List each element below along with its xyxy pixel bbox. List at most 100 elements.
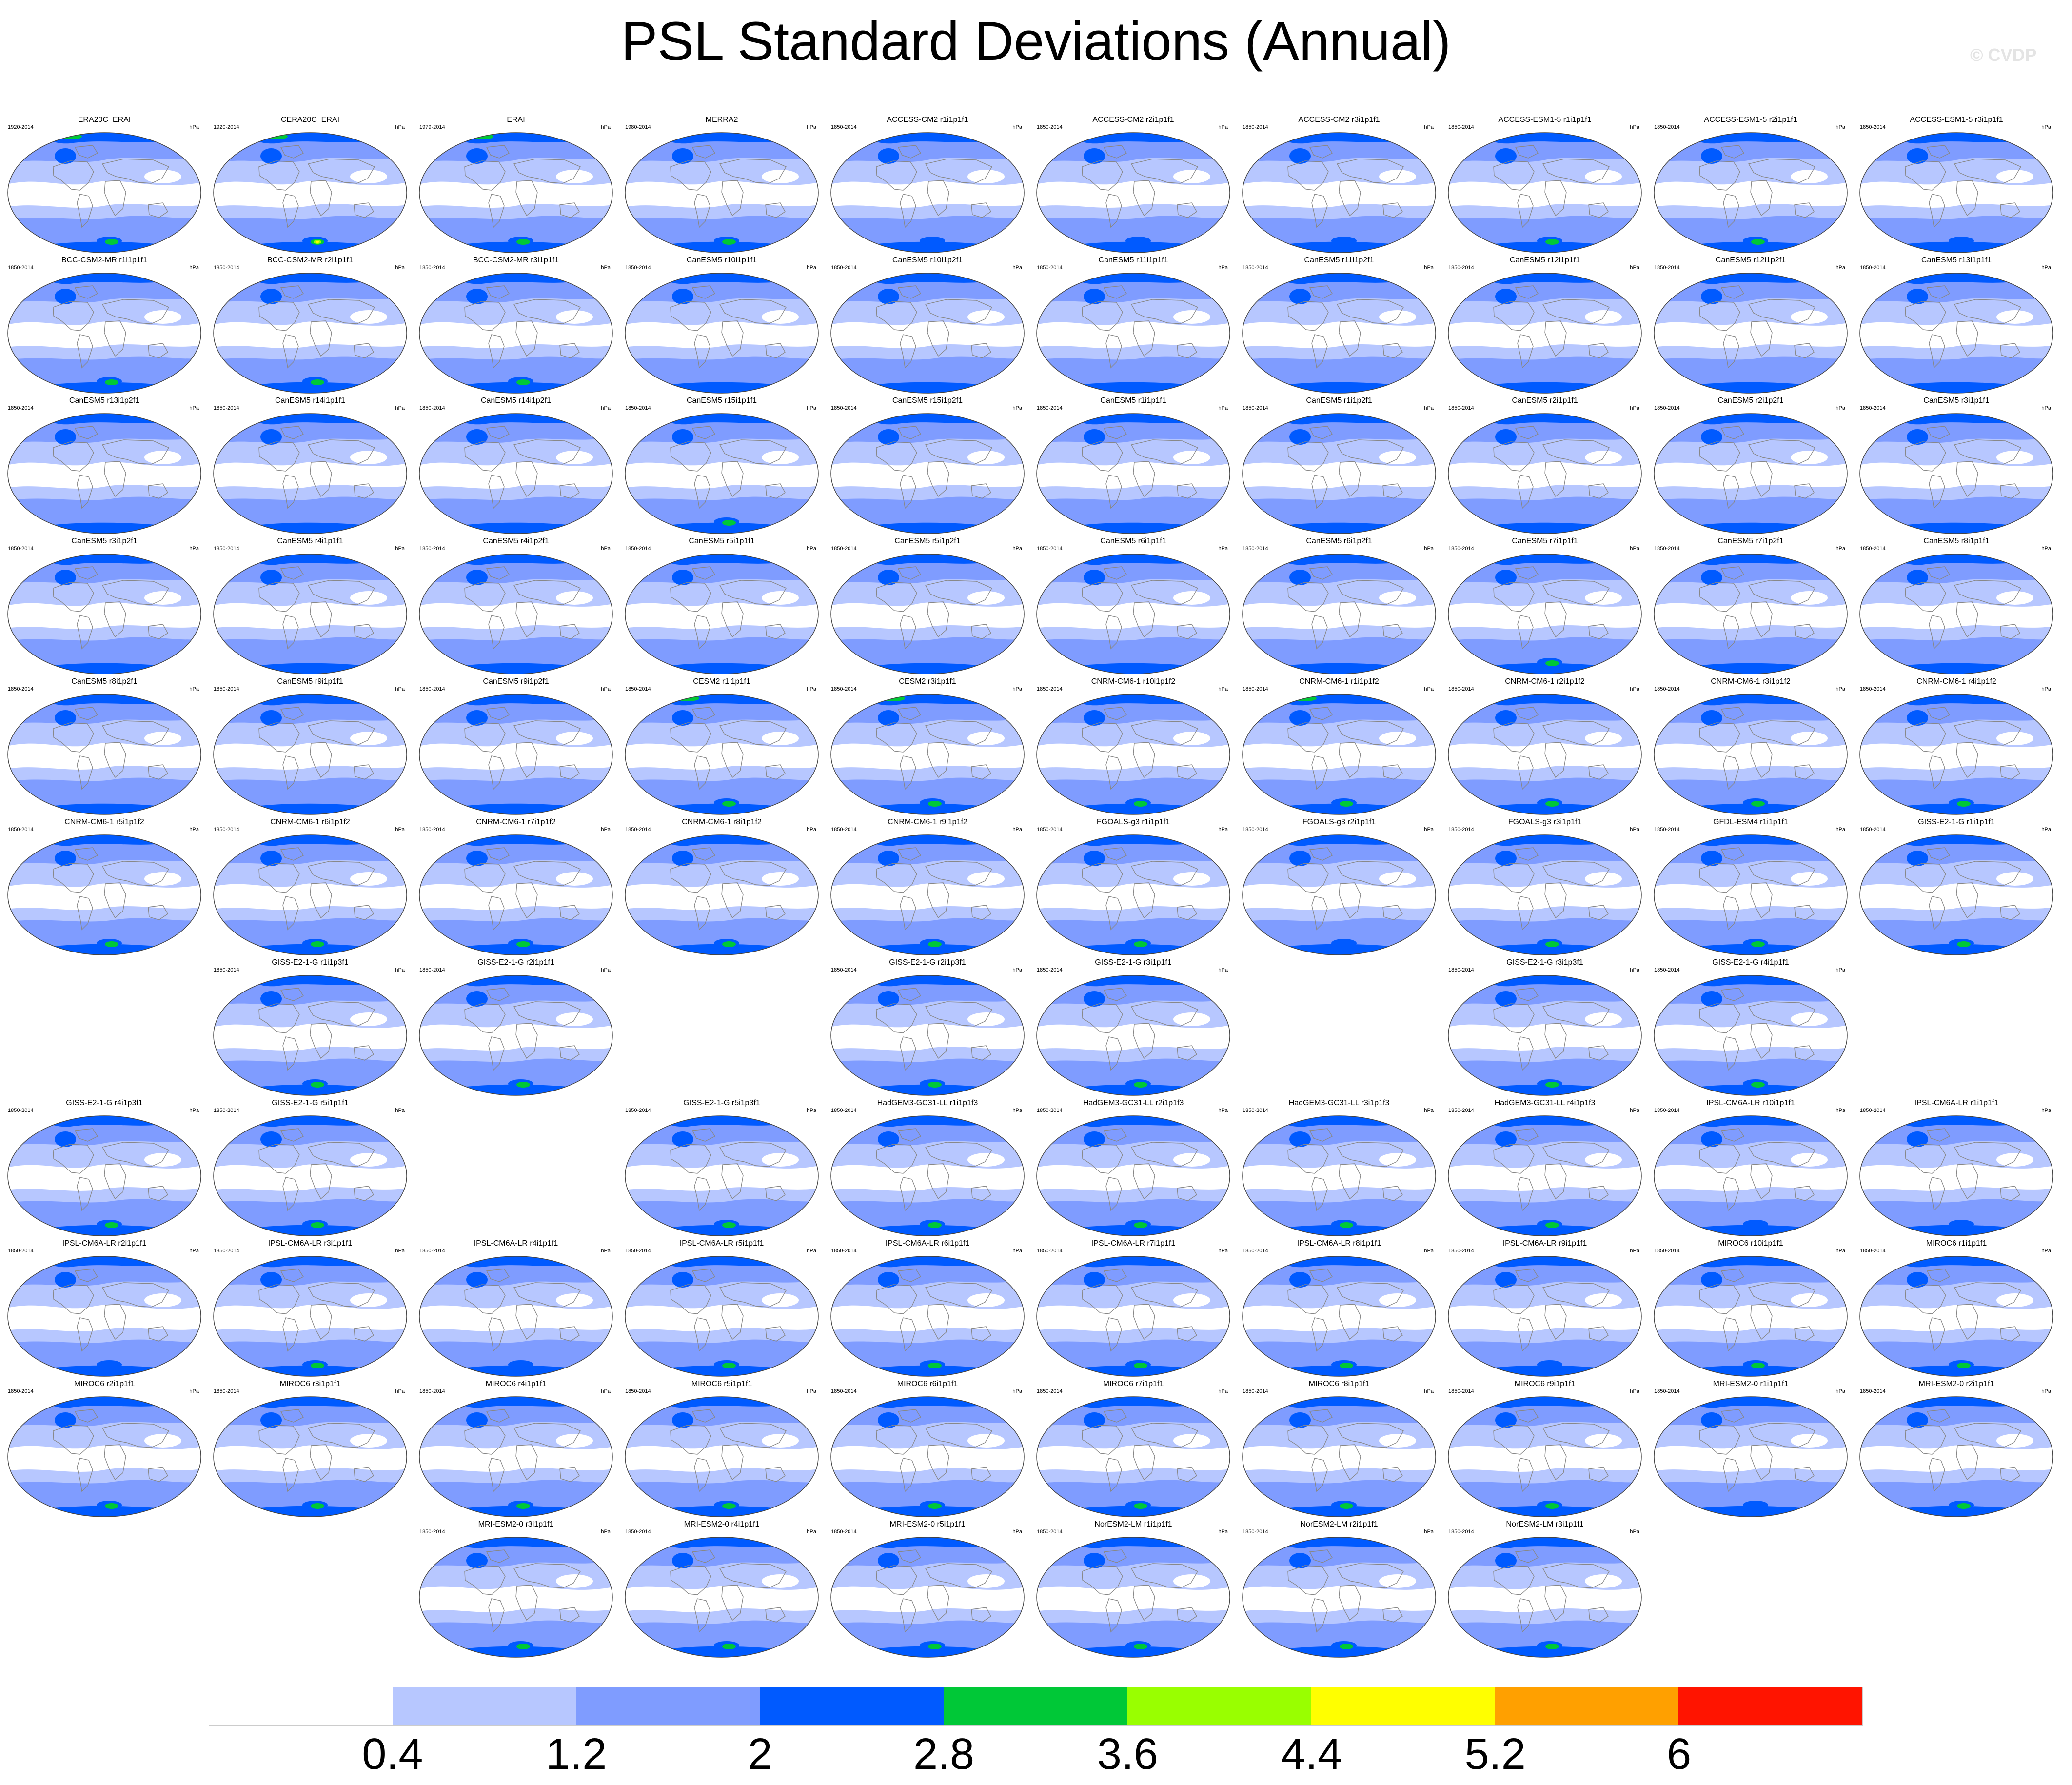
world-map: [213, 273, 407, 394]
map-panel: MIROC6 r9i1p1f1 1850-2014 hPa: [1442, 1379, 1647, 1521]
world-map: [1654, 413, 1848, 534]
panel-title: CNRM-CM6-1 r8i1p1f2: [682, 818, 762, 826]
panel-units: hPa: [1012, 686, 1022, 692]
coastline: [1929, 1458, 1945, 1492]
map-panel: IPSL-CM6A-LR r2i1p1f1 1850-2014 hPa: [2, 1239, 207, 1380]
coastline: [1177, 1326, 1197, 1342]
map-panel: IPSL-CM6A-LR r10i1p1f1 1850-2014 hPa: [1648, 1098, 1853, 1240]
panel-title: IPSL-CM6A-LR r10i1p1f1: [1706, 1099, 1795, 1107]
world-map: [213, 1396, 407, 1517]
panel-title: MIROC6 r6i1p1f1: [897, 1380, 958, 1388]
panel-units: hPa: [807, 1248, 816, 1254]
coastline: [104, 461, 126, 497]
map-frame: [7, 1396, 201, 1517]
peak-contour: [311, 1363, 324, 1368]
map-frame: [1859, 273, 2053, 394]
map-panel: ERAI 1979-2014 hPa: [414, 115, 618, 257]
coastline: [513, 720, 581, 746]
coastline: [765, 1467, 786, 1482]
low-variance-band: [1037, 462, 1230, 489]
panel-units: hPa: [1012, 265, 1022, 271]
coastline: [1926, 1269, 1951, 1282]
coastline: [513, 299, 581, 324]
coastline: [1750, 1304, 1773, 1340]
coastline: [1905, 301, 1946, 331]
low-variance-band: [831, 602, 1024, 629]
coastline: [694, 1317, 710, 1352]
coastline: [1544, 1163, 1567, 1200]
coastline: [488, 755, 505, 790]
coastline: [1493, 160, 1535, 191]
map-panel: GISS-E2-1-G r4i1p3f1 1850-2014 hPa: [2, 1098, 207, 1240]
panel-period: 1850-2014: [1860, 124, 1886, 130]
coastline: [876, 863, 917, 893]
panel-period: 1850-2014: [1448, 967, 1474, 973]
coastline: [1699, 1144, 1740, 1174]
low-variance-band: [419, 1586, 612, 1612]
panel-units: hPa: [1424, 265, 1434, 271]
map-panel: CNRM-CM6-1 r9i1p1f2 1850-2014 hPa: [825, 817, 1030, 959]
coastline: [1794, 1326, 1815, 1342]
world-map: [7, 132, 201, 253]
coastline: [691, 707, 716, 720]
panel-title: CESM2 r3i1p1f1: [899, 677, 956, 686]
coastline: [1905, 160, 1946, 191]
coastline: [897, 426, 922, 439]
map-frame: [1448, 413, 1642, 534]
coastline: [1517, 334, 1534, 369]
antarctic-core: [1261, 522, 1417, 534]
coastline: [876, 1144, 917, 1174]
panel-units: hPa: [1835, 967, 1845, 973]
coastline: [104, 742, 126, 778]
panel-units: hPa: [1835, 1108, 1845, 1113]
coastline: [1720, 285, 1745, 299]
panel-period: 1850-2014: [625, 546, 651, 552]
panel-title: CESM2 r1i1p1f1: [693, 677, 750, 686]
coastline: [1517, 896, 1534, 931]
peak-contour: [311, 1082, 324, 1088]
map-panel: IPSL-CM6A-LR r6i1p1f1 1850-2014 hPa: [825, 1239, 1030, 1380]
map-frame: [1859, 1115, 2053, 1236]
coastline: [486, 1269, 510, 1282]
antarctic-core: [1673, 522, 1829, 534]
panel-title: MRI-ESM2-0 r4i1p1f1: [684, 1520, 760, 1528]
world-map: [419, 834, 613, 955]
coastline: [1287, 441, 1329, 472]
map-panel: CERA20C_ERAI 1920-2014 hPa: [208, 115, 413, 257]
low-variance-band: [214, 883, 407, 910]
coastline: [1177, 483, 1197, 499]
map-frame: [625, 132, 819, 253]
panel-units: hPa: [1012, 1248, 1022, 1254]
map-panel: IPSL-CM6A-LR r5i1p1f1 1850-2014 hPa: [619, 1239, 824, 1380]
map-frame: [1654, 273, 1848, 394]
coastline: [1309, 1128, 1333, 1142]
coastline: [280, 145, 304, 159]
aleutian-low: [55, 1412, 76, 1428]
coastline: [971, 1186, 991, 1201]
panel-units: hPa: [1835, 405, 1845, 411]
antarctic-core: [1261, 663, 1417, 674]
panel-title: IPSL-CM6A-LR r6i1p1f1: [885, 1239, 970, 1248]
panel-units: hPa: [2041, 265, 2051, 271]
coastline: [77, 1317, 93, 1352]
aleutian-low: [260, 710, 282, 726]
legend-swatch: [1311, 1687, 1495, 1726]
panel-units: hPa: [1012, 405, 1022, 411]
map-panel: CanESM5 r5i1p1f1 1850-2014 hPa: [619, 536, 824, 678]
coastline: [1515, 1269, 1539, 1282]
panel-units: hPa: [1630, 967, 1639, 973]
panel-period: 1850-2014: [625, 686, 651, 692]
coastline: [488, 615, 505, 650]
low-variance-band: [1448, 181, 1641, 208]
peak-contour: [1134, 1503, 1147, 1509]
coastline: [1311, 194, 1328, 228]
low-variance-band: [1654, 743, 1847, 770]
legend-swatch: [209, 1687, 393, 1726]
coastline: [1956, 742, 1978, 778]
coastline: [694, 1458, 710, 1492]
map-panel: GISS-E2-1-G r2i1p1f1 1850-2014 hPa: [414, 958, 618, 1099]
panel-period: 1850-2014: [831, 124, 857, 130]
panel-title: MIROC6 r7i1p1f1: [1103, 1380, 1164, 1388]
panel-units: hPa: [601, 967, 611, 973]
world-map: [1036, 554, 1230, 674]
